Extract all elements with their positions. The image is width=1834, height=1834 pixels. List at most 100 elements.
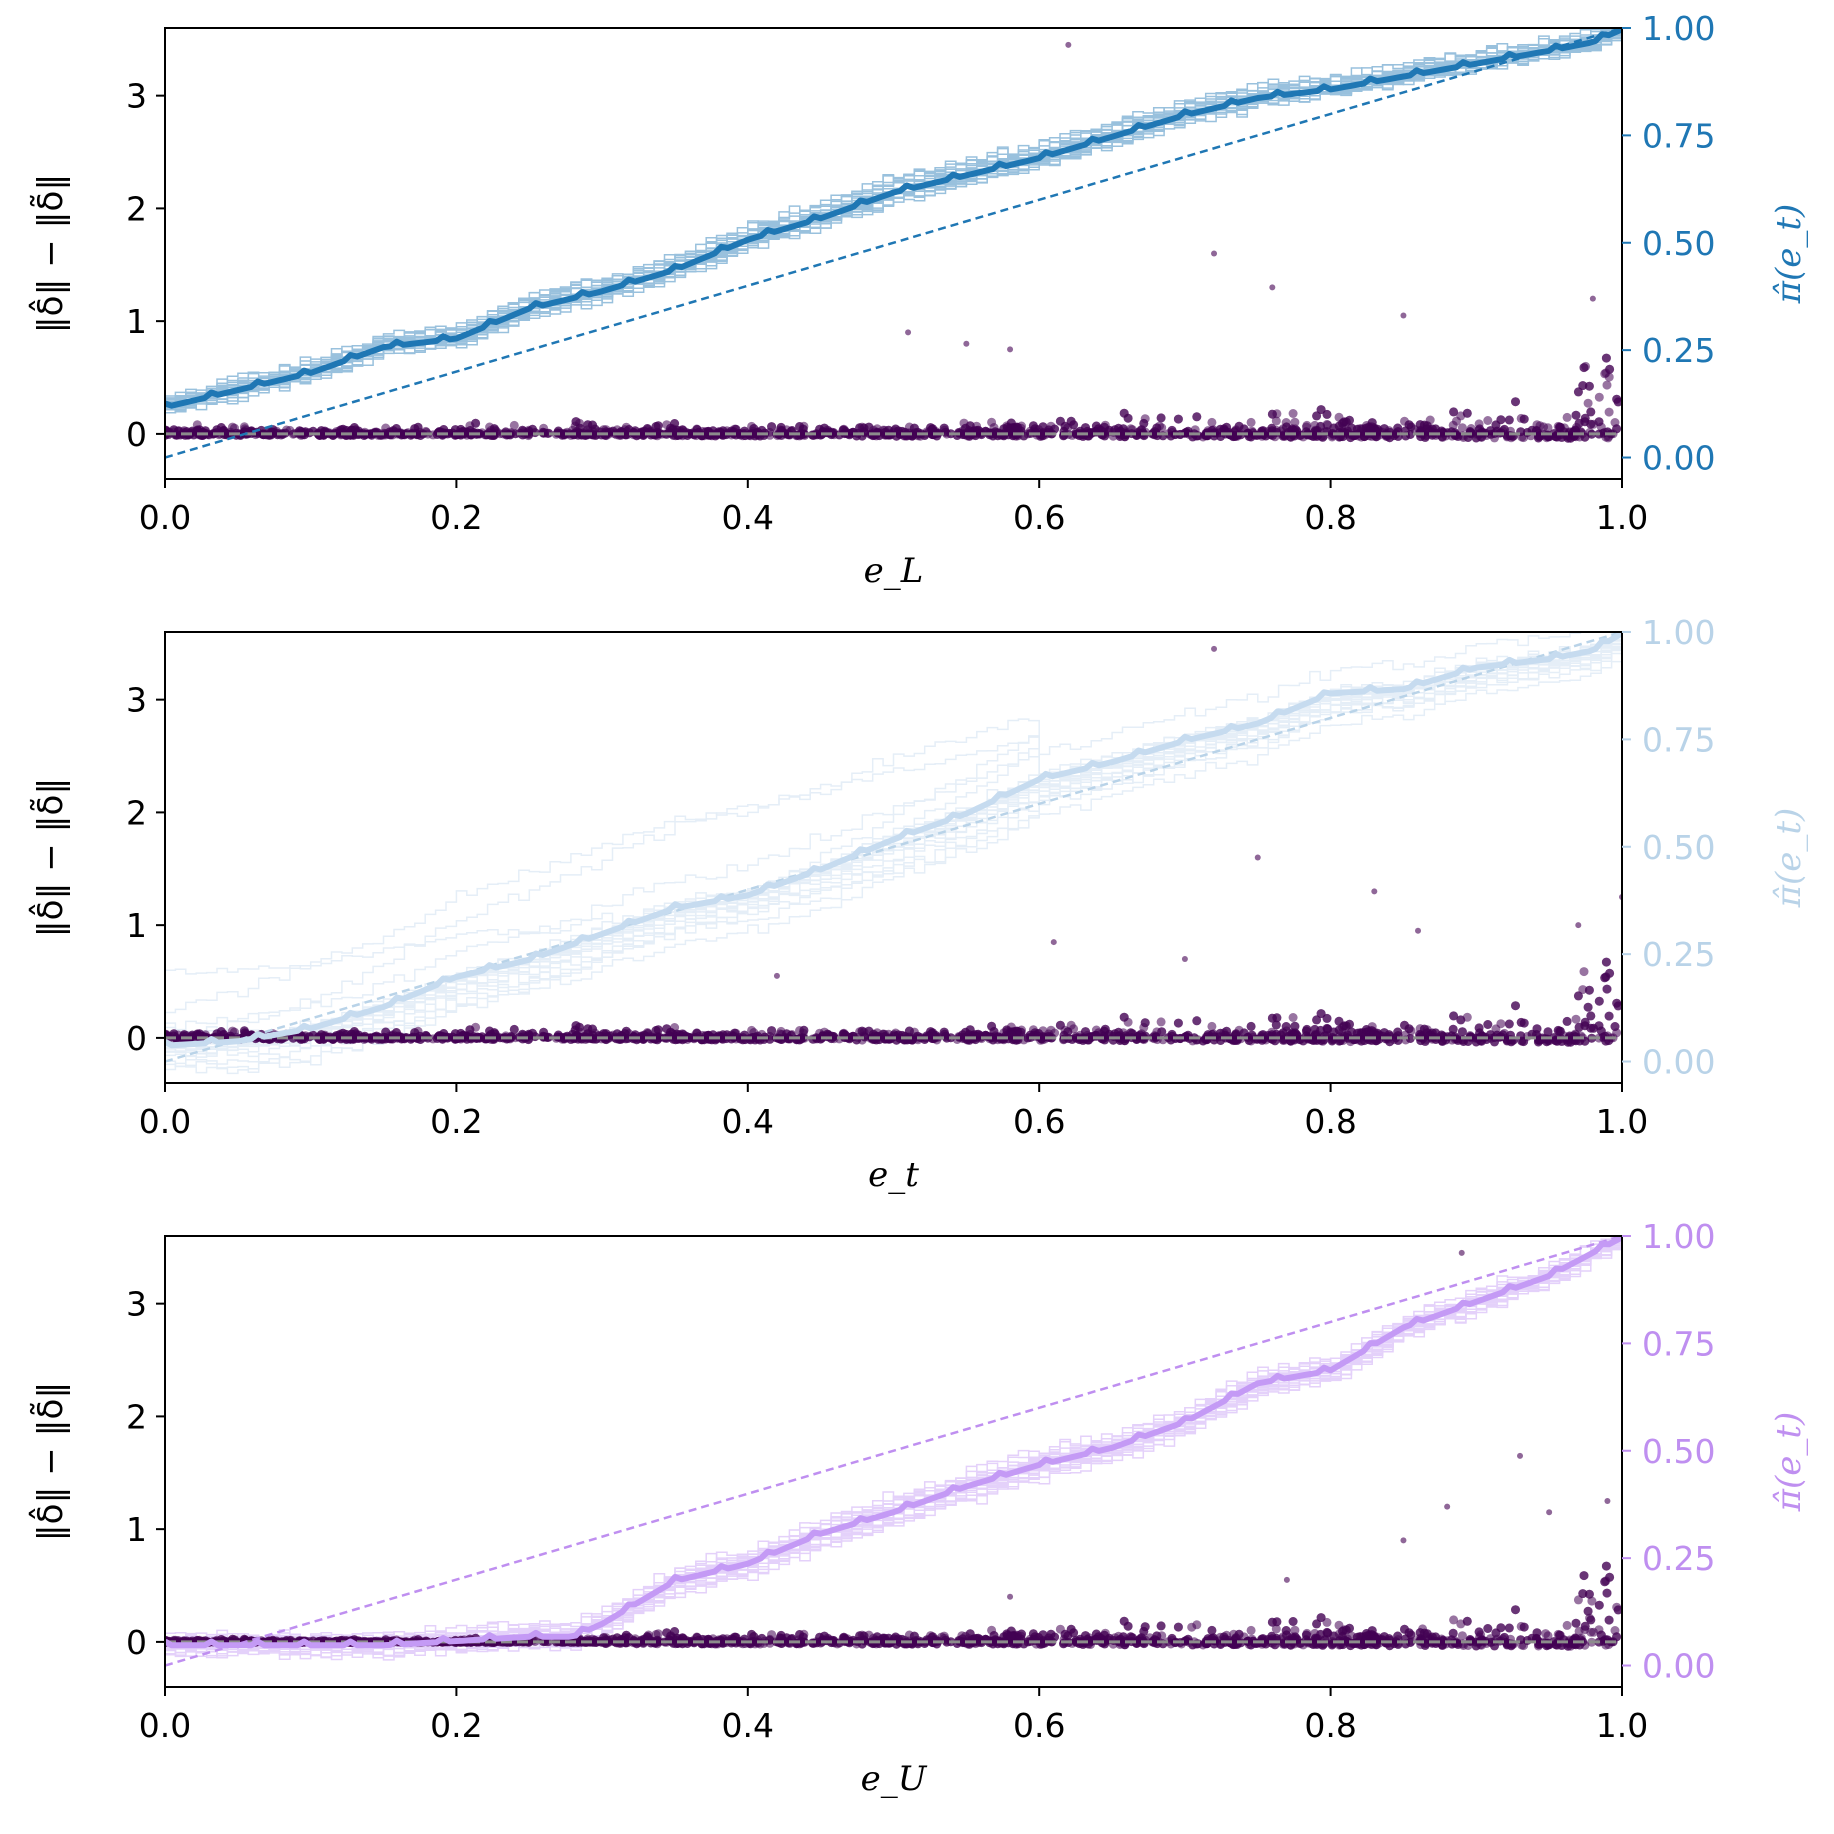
scatter-point bbox=[1475, 424, 1485, 434]
plot-frame bbox=[164, 631, 1623, 1084]
scatter-point bbox=[825, 427, 835, 437]
scatter-point bbox=[1579, 363, 1589, 373]
scatter-point bbox=[1612, 394, 1622, 404]
scatter-point bbox=[1385, 433, 1395, 443]
outlier-point bbox=[1371, 888, 1378, 895]
scatter-point bbox=[1462, 408, 1472, 418]
scatter-point bbox=[509, 1024, 519, 1034]
outlier-point bbox=[1415, 927, 1422, 934]
y-tick-label: 3 bbox=[126, 681, 147, 720]
scatter-point bbox=[421, 1031, 431, 1041]
scatter-point bbox=[1532, 1024, 1542, 1034]
scatter-point bbox=[1511, 397, 1520, 407]
scatter-point bbox=[845, 1033, 854, 1043]
x-tick-label: 0.8 bbox=[1304, 498, 1356, 537]
scatter-point bbox=[1571, 1014, 1581, 1024]
scatter-point bbox=[1272, 1013, 1282, 1023]
scatter-point bbox=[1173, 414, 1183, 424]
trace-line bbox=[165, 632, 1622, 1061]
scatter-point bbox=[489, 424, 499, 434]
scatter-point bbox=[864, 422, 874, 432]
y2-axis-label: π̂(e_t) bbox=[1769, 808, 1809, 909]
scatter-point bbox=[1610, 1022, 1620, 1031]
scatter-point bbox=[1474, 1023, 1484, 1033]
y-tick-label: 1 bbox=[126, 302, 147, 341]
scatter-point bbox=[1586, 419, 1596, 429]
scatter-point bbox=[1290, 1028, 1300, 1038]
scatter-point bbox=[767, 1026, 777, 1036]
scatter-point bbox=[1290, 1021, 1300, 1031]
scatter-point bbox=[1600, 973, 1610, 983]
scatter-point bbox=[1231, 1029, 1241, 1039]
scatter-point bbox=[1457, 1027, 1467, 1037]
outlier-point bbox=[1050, 939, 1057, 946]
y-tick-label: 1 bbox=[126, 906, 147, 945]
trace-line bbox=[165, 1236, 1622, 1657]
scatter-point bbox=[1605, 364, 1615, 374]
scatter-point bbox=[1571, 410, 1581, 420]
scatter-point bbox=[1471, 1033, 1480, 1043]
scatter-point bbox=[1312, 1015, 1322, 1025]
scatter-point bbox=[782, 1029, 792, 1039]
scatter-point bbox=[1596, 1026, 1606, 1036]
scatter-point bbox=[838, 425, 848, 435]
x-tick-label: 1.0 bbox=[1596, 1102, 1648, 1141]
y2-tick-label: 1.00 bbox=[1642, 9, 1715, 48]
scatter-point bbox=[1119, 1012, 1129, 1022]
reference-line bbox=[165, 632, 1622, 1063]
scatter-point bbox=[1533, 433, 1543, 443]
outlier-point bbox=[1211, 645, 1218, 652]
scatter-point bbox=[1602, 984, 1612, 994]
trace-line bbox=[165, 28, 1622, 401]
trace-line bbox=[165, 632, 1622, 1014]
chart-panel-1: 0.0 0.2 0.4 0.6 0.8 1.001230.000.250.500.751.… bbox=[29, 9, 1809, 591]
scatter-point bbox=[1574, 1022, 1584, 1032]
y2-tick-label: 0.75 bbox=[1642, 116, 1715, 155]
scatter-point bbox=[1271, 416, 1281, 426]
scatter-point bbox=[1328, 429, 1337, 438]
scatter-point bbox=[1516, 1017, 1526, 1027]
scatter-point bbox=[1071, 429, 1081, 439]
outlier-point bbox=[1589, 295, 1596, 302]
scatter-point bbox=[1589, 1023, 1598, 1033]
scatter-point bbox=[748, 1033, 758, 1042]
outlier-point bbox=[1575, 922, 1582, 929]
scatter-point bbox=[1192, 1016, 1202, 1026]
y-tick-label: 3 bbox=[126, 77, 147, 116]
scatter-point bbox=[1322, 409, 1332, 419]
scatter-point bbox=[465, 1025, 475, 1035]
scatter-point bbox=[1215, 1028, 1225, 1038]
y2-tick-label: 0.25 bbox=[1642, 331, 1715, 370]
scatter-point bbox=[767, 422, 777, 432]
scatter-point bbox=[958, 1030, 968, 1040]
scatter-point bbox=[1496, 415, 1506, 425]
scatter-point bbox=[1334, 421, 1344, 431]
scatter-point bbox=[1400, 1020, 1409, 1030]
scatter-point bbox=[1063, 1027, 1073, 1037]
y2-tick-label: 0.25 bbox=[1642, 935, 1715, 974]
scatter-point bbox=[1343, 1033, 1353, 1043]
scatter-point bbox=[1100, 1033, 1110, 1043]
trace-line bbox=[165, 1236, 1622, 1646]
scatter-point bbox=[1322, 1013, 1332, 1023]
outlier-point bbox=[773, 972, 780, 979]
outlier-point bbox=[1269, 284, 1276, 291]
scatter-point bbox=[1288, 409, 1298, 418]
trace-line bbox=[165, 28, 1622, 412]
scatter-point bbox=[1612, 424, 1622, 434]
scatter-point bbox=[1099, 422, 1109, 432]
trace-line bbox=[165, 1236, 1622, 1652]
scatter-point bbox=[1151, 428, 1161, 438]
scatter-point bbox=[1323, 1024, 1333, 1034]
y2-tick-label: 1.00 bbox=[1642, 613, 1715, 652]
scatter-point bbox=[1239, 1028, 1249, 1038]
scatter-point bbox=[1271, 1020, 1281, 1030]
scatter-point bbox=[1519, 414, 1529, 424]
outlier-point bbox=[1254, 854, 1261, 861]
scatter-point bbox=[1543, 423, 1553, 433]
scatter-point bbox=[1239, 424, 1249, 434]
x-tick-label: 0.8 bbox=[1304, 1102, 1356, 1141]
scatter-point bbox=[1281, 1022, 1291, 1031]
trace-line bbox=[165, 1236, 1622, 1642]
scatter-point bbox=[1362, 1025, 1371, 1034]
